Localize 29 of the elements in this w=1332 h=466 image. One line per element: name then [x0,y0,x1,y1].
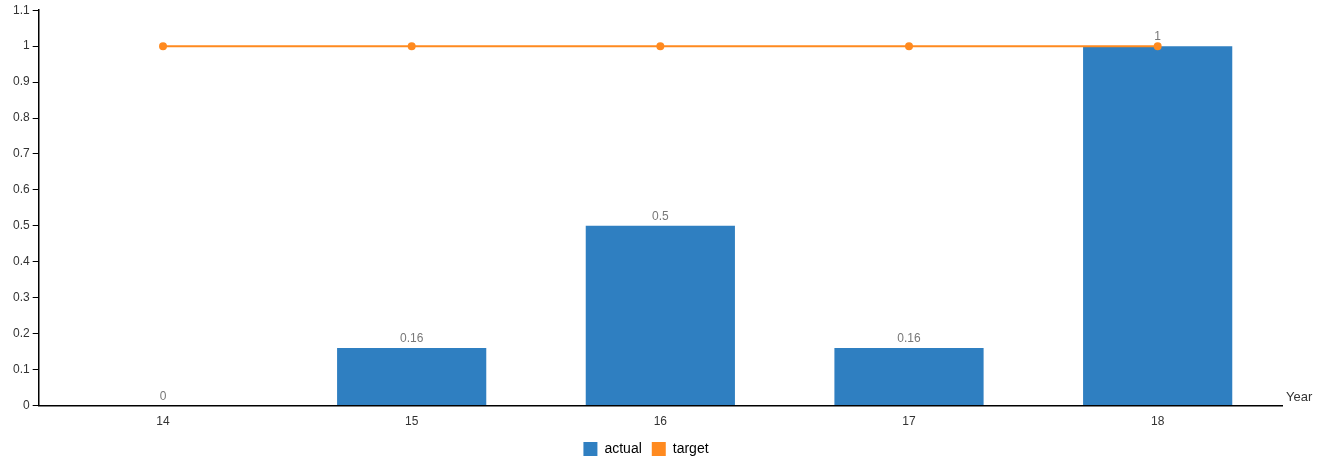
y-tick-label: 1 [22,38,30,53]
x-tick-label: 18 [1150,414,1165,429]
data-label: 0.5 [652,209,669,224]
legend-label: actual [604,439,642,456]
data-label: 1 [1154,29,1162,44]
y-tick-label: 0.6 [12,182,30,197]
y-tick-label: 0.2 [12,326,30,341]
bar [585,225,735,406]
legend-label: target [672,439,709,456]
x-tick-label: 15 [405,414,419,429]
data-label: 0.16 [897,331,922,346]
x-tick-label: 14 [156,414,171,429]
x-axis-title: Year [1286,388,1313,404]
bar [1083,46,1233,406]
y-tick-label: 0.4 [12,254,30,269]
y-tick-label: 1.1 [12,2,30,17]
y-tick-label: 0.3 [12,290,30,305]
y-tick-label: 0.9 [12,74,30,89]
y-tick-label: 0.1 [12,361,30,376]
bar [834,348,984,406]
y-tick-label: 0.5 [12,218,30,233]
x-tick-label: 17 [902,414,916,429]
x-tick-label: 16 [653,414,668,429]
y-tick-label: 0 [22,397,30,412]
y-tick-label: 0.8 [12,110,30,125]
bar [337,348,487,406]
data-label: 0 [159,388,167,403]
y-tick-label: 0.7 [12,146,30,161]
data-label: 0.16 [400,331,424,346]
